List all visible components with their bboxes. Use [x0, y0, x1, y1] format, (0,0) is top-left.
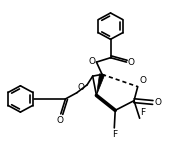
Text: O: O	[89, 57, 96, 66]
Polygon shape	[96, 74, 105, 95]
Text: F: F	[112, 130, 117, 139]
Text: O: O	[56, 116, 63, 125]
Text: O: O	[139, 76, 146, 85]
Text: O: O	[78, 83, 85, 92]
Text: F: F	[140, 108, 145, 117]
Text: O: O	[127, 58, 134, 67]
Text: O: O	[154, 98, 161, 107]
